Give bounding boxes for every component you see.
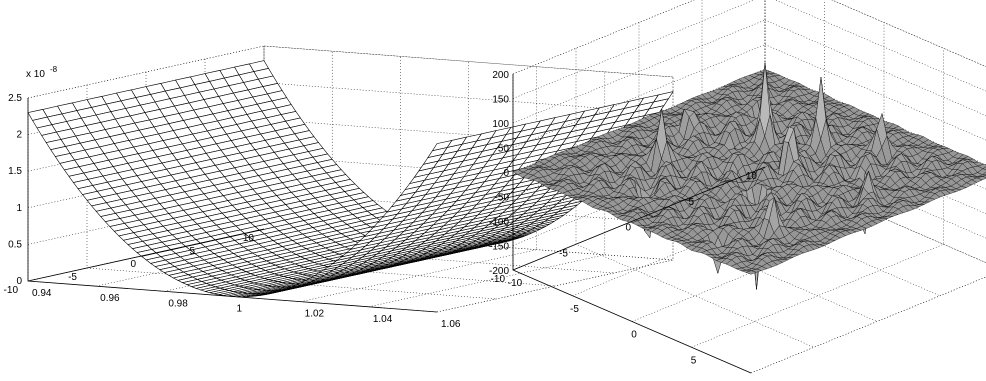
c2-y-tick-label: 10 <box>746 171 758 182</box>
c2-z-tick-label: -150 <box>489 242 509 253</box>
c2-x-tick-label: -10 <box>508 278 523 289</box>
c2-z-tick-label: 100 <box>492 119 509 130</box>
c2-top-edge <box>512 0 986 75</box>
c1-xgrid <box>96 51 333 287</box>
c2-z-tick-label: 0 <box>503 168 509 179</box>
c2-y-tick-label: -5 <box>559 248 568 259</box>
c2-z-tick-label: -100 <box>489 217 509 228</box>
c1-xgrid <box>164 56 401 292</box>
c2-z-tick-label: 150 <box>492 95 509 106</box>
c2-zgrid-back <box>831 0 986 67</box>
c2-zgrid-side <box>512 0 755 99</box>
c2-z-tick-label: -50 <box>495 193 510 204</box>
c2-y-tick-label: 0 <box>625 223 631 234</box>
c2-y-tick-label: -10 <box>491 274 506 285</box>
c2-z-tick-label: 200 <box>492 70 509 81</box>
c2-x-tick-label: 5 <box>691 355 697 366</box>
c2-y-tick-label: 5 <box>688 197 694 208</box>
c2-x-tick-label: 0 <box>631 330 637 341</box>
c1-xgrid <box>232 61 469 297</box>
c2-x-tick-label: -5 <box>570 304 579 315</box>
c2-z-tick-label: 50 <box>498 144 510 155</box>
